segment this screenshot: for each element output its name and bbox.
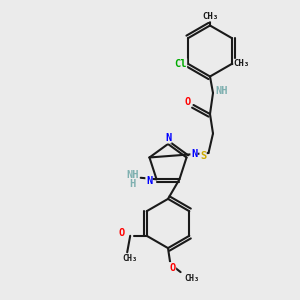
Text: CH₃: CH₃ — [234, 59, 250, 68]
Text: NH: NH — [126, 170, 139, 180]
Text: O: O — [118, 228, 124, 238]
Text: Cl: Cl — [174, 59, 187, 69]
Text: O: O — [184, 97, 190, 107]
Text: H: H — [129, 179, 136, 189]
Text: S: S — [200, 151, 206, 161]
Text: CH₃: CH₃ — [202, 12, 218, 21]
Text: CH₃: CH₃ — [123, 254, 138, 263]
Text: N: N — [191, 149, 197, 160]
Text: NH: NH — [216, 86, 228, 97]
Text: CH₃: CH₃ — [184, 274, 200, 283]
Text: N: N — [146, 176, 152, 186]
Text: N: N — [165, 133, 171, 143]
Text: O: O — [169, 262, 175, 273]
